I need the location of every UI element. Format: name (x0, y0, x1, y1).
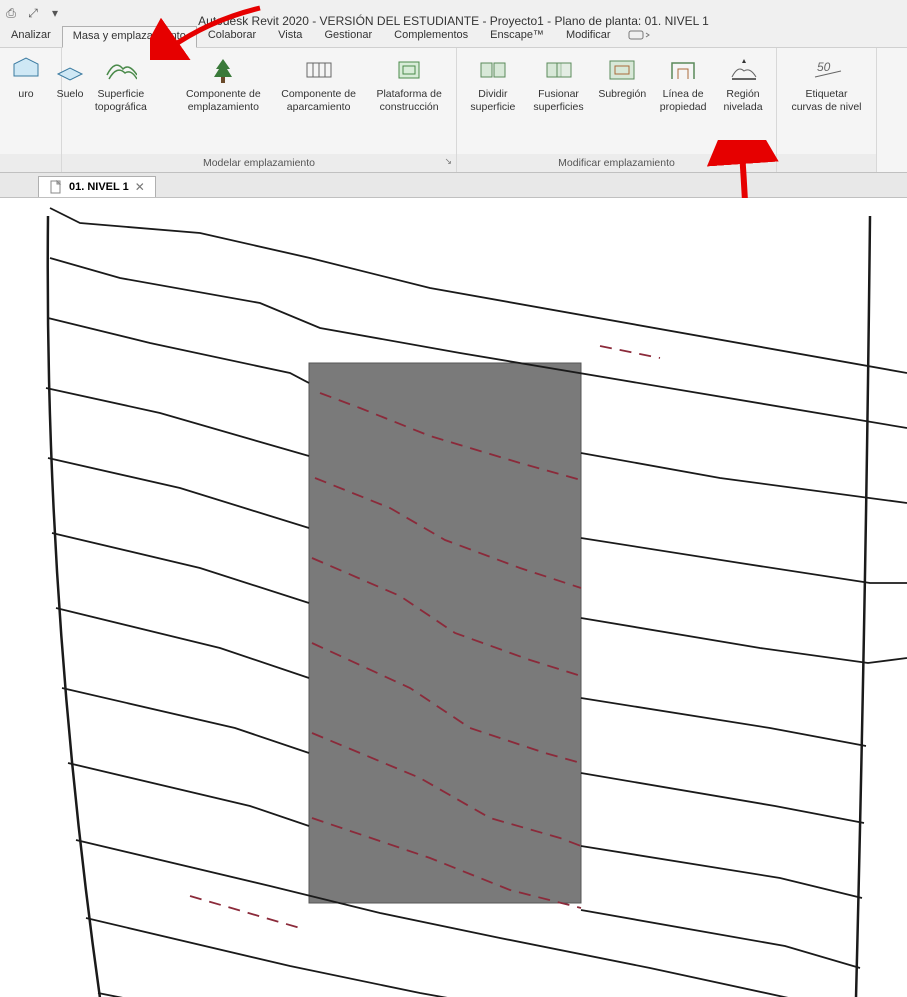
panel1-dialog-launcher[interactable]: ↘ (444, 156, 452, 167)
window-title: Autodesk Revit 2020 - VERSIÓN DEL ESTUDI… (0, 0, 907, 28)
qat-icon-1[interactable]: ⎙ (2, 4, 20, 22)
tab-complementos[interactable]: Complementos (383, 25, 479, 47)
view-tab-nivel1[interactable]: 01. NIVEL 1 ✕ (38, 176, 156, 197)
document-icon (49, 180, 63, 194)
qat-icon-2[interactable]: ⤢ (24, 4, 42, 22)
fusionar-label: Fusionar superficies (533, 88, 583, 113)
region-niv-label: Región nivelada (723, 88, 762, 113)
title-bar: ⎙ ⤢ ▾ Autodesk Revit 2020 - VERSIÓN DEL … (0, 0, 907, 48)
plataforma-construccion-button[interactable]: Plataforma de construcción (368, 52, 450, 115)
tab-masa-emplazamiento[interactable]: Masa y emplazamiento (62, 26, 197, 48)
parking-icon (303, 54, 335, 86)
etiquetar-curvas-button[interactable]: 50 Etiquetar curvas de nivel (783, 52, 870, 115)
qat-dropdown-icon[interactable]: ▾ (46, 4, 64, 22)
drawing-canvas[interactable] (0, 198, 907, 997)
etiquetar-label: Etiquetar curvas de nivel (791, 88, 861, 113)
topography-drawing (0, 198, 907, 997)
view-tab-bar: 01. NIVEL 1 ✕ (0, 173, 907, 198)
uro-icon (10, 54, 42, 86)
ribbon-panel-modelar: Superficie topográfica Componente de emp… (62, 48, 457, 172)
tab-colaborar[interactable]: Colaborar (197, 25, 267, 47)
building-pad-icon (393, 54, 425, 86)
panel3-title (777, 154, 876, 172)
tab-analizar[interactable]: Analizar (0, 25, 62, 47)
subregion-icon (606, 54, 638, 86)
tab-enscape[interactable]: Enscape™ (479, 25, 555, 47)
fusionar-superficies-button[interactable]: Fusionar superficies (527, 52, 591, 115)
close-icon[interactable]: ✕ (135, 180, 145, 194)
ribbon-panel-etiquetar: 50 Etiquetar curvas de nivel (777, 48, 877, 172)
panel1-title: Modelar emplazamiento↘ (62, 154, 456, 172)
componente-emplazamiento-button[interactable]: Componente de emplazamiento (178, 52, 269, 115)
ribbon-panel-modificar: Dividir superficie Fusionar superficies … (457, 48, 777, 172)
tab-gestionar[interactable]: Gestionar (313, 25, 383, 47)
componente-aparcamiento-button[interactable]: Componente de aparcamiento (273, 52, 364, 115)
componente-aparc-label: Componente de aparcamiento (281, 88, 356, 113)
superficie-topografica-button[interactable]: Superficie topográfica (68, 52, 174, 115)
uro-button[interactable]: uro (6, 52, 46, 103)
linea-propiedad-button[interactable]: Línea de propiedad (654, 52, 712, 115)
dividir-label: Dividir superficie (470, 88, 515, 113)
plataforma-label: Plataforma de construcción (376, 88, 441, 113)
property-line-icon (667, 54, 699, 86)
label-contours-icon: 50 (811, 54, 843, 86)
tree-icon (207, 54, 239, 86)
help-icon[interactable] (622, 25, 656, 47)
panel2-title: Modificar emplazamiento (457, 154, 776, 172)
uro-label: uro (18, 88, 33, 101)
svg-text:50: 50 (817, 60, 831, 74)
subregion-label: Subregión (598, 88, 646, 101)
ribbon-panel-model: uro Suelo (0, 48, 62, 172)
merge-surfaces-icon (543, 54, 575, 86)
quick-access-toolbar: ⎙ ⤢ ▾ (0, 4, 64, 22)
dividir-superficie-button[interactable]: Dividir superficie (463, 52, 523, 115)
panel0-title (0, 154, 61, 172)
graded-region-icon (727, 54, 759, 86)
view-tab-label: 01. NIVEL 1 (69, 181, 129, 193)
topography-icon (105, 54, 137, 86)
region-nivelada-button[interactable]: Región nivelada (716, 52, 770, 115)
tab-vista[interactable]: Vista (267, 25, 313, 47)
split-surface-icon (477, 54, 509, 86)
superficie-label: Superficie topográfica (72, 88, 170, 113)
ribbon-tabstrip: Analizar Masa y emplazamiento Colaborar … (0, 25, 656, 47)
tab-modificar[interactable]: Modificar (555, 25, 622, 47)
subregion-button[interactable]: Subregión (594, 52, 650, 103)
componente-emplaz-label: Componente de emplazamiento (186, 88, 261, 113)
linea-prop-label: Línea de propiedad (660, 88, 707, 113)
ribbon: uro Suelo Superficie topográfica (0, 48, 907, 173)
